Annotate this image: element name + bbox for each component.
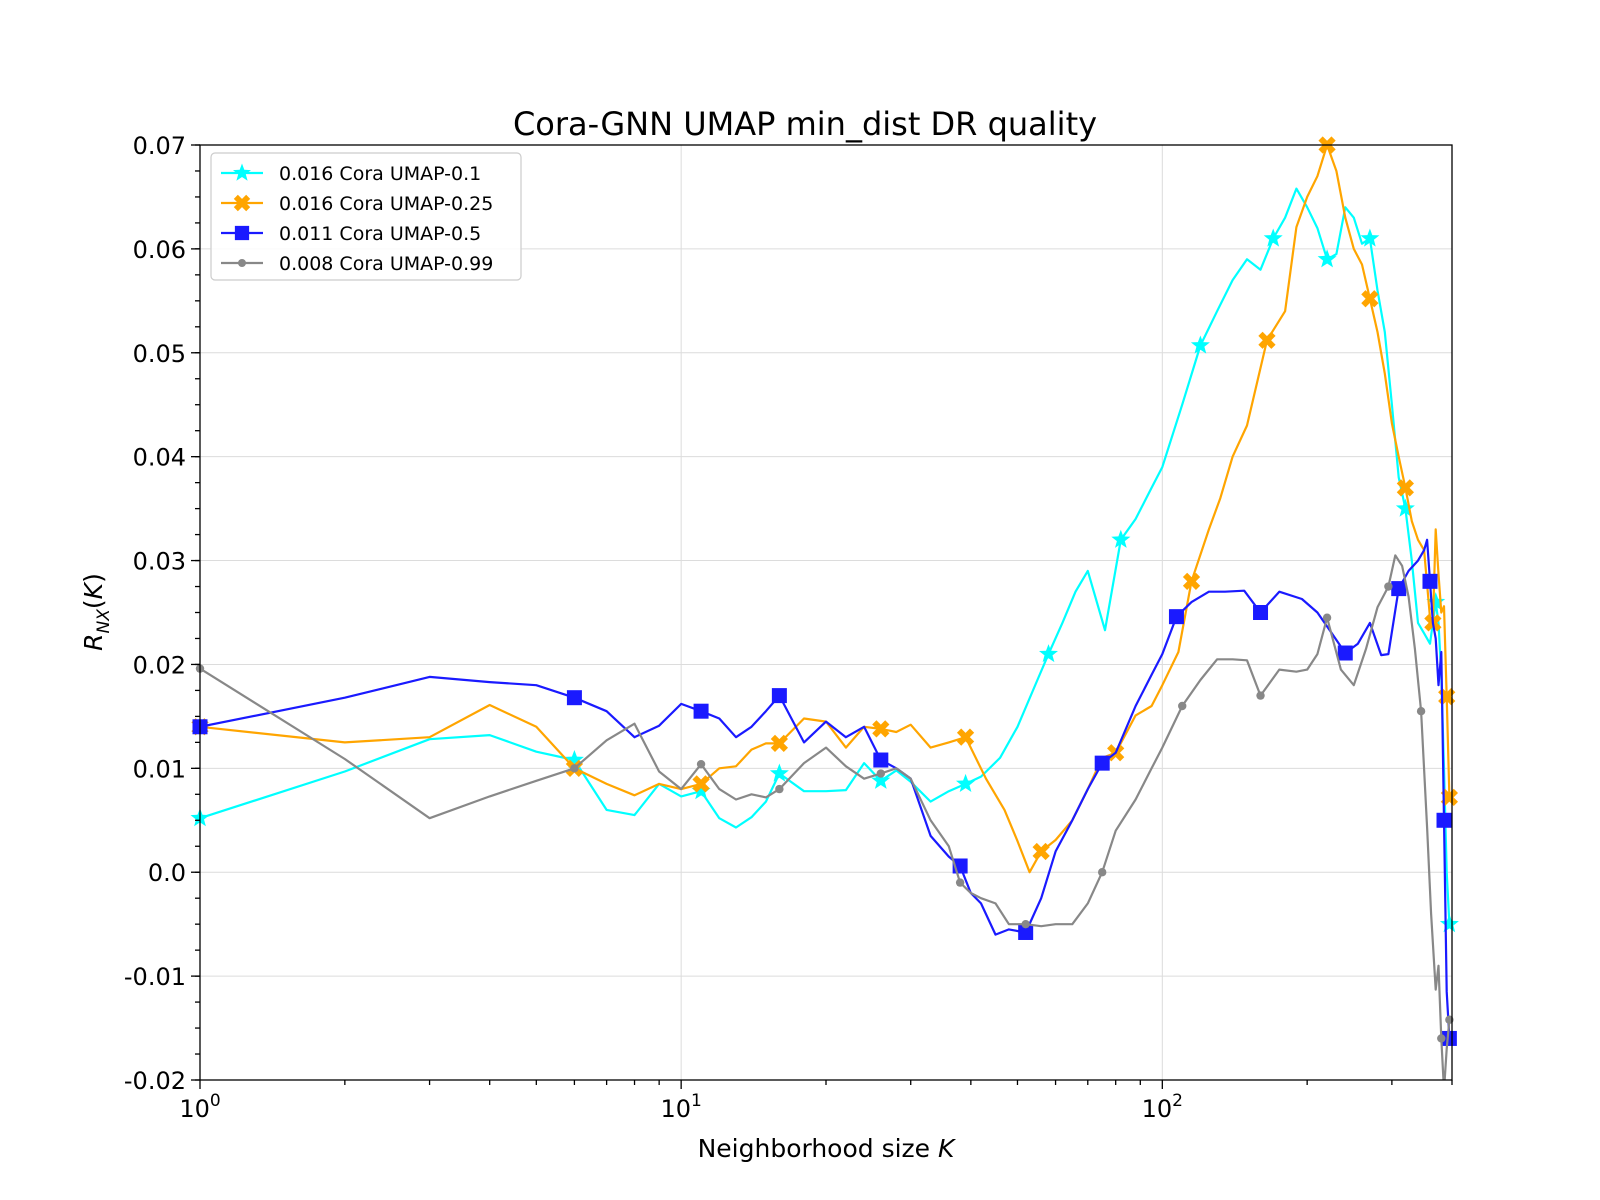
- square-marker: [1337, 645, 1353, 661]
- y-tick-label: 0.04: [133, 444, 186, 472]
- x-marker: [1361, 290, 1379, 308]
- star-marker: [691, 781, 711, 800]
- legend-item: 0.008 Cora UMAP-0.99: [221, 253, 493, 275]
- series-line: [200, 538, 1451, 1039]
- star-marker: [1190, 335, 1210, 354]
- series-markers: [190, 228, 1459, 933]
- series-2: [200, 538, 1451, 1039]
- x-axis-label: Neighborhood size K: [698, 1134, 957, 1163]
- dot-marker: [955, 878, 965, 887]
- dot-marker: [1256, 691, 1265, 700]
- x-marker: [1396, 479, 1414, 497]
- square-marker: [771, 688, 787, 704]
- star-marker: [1317, 249, 1337, 268]
- y-tick-label: -0.02: [124, 1067, 186, 1095]
- x-marker: [1182, 572, 1201, 590]
- dot-marker: [775, 784, 784, 794]
- dot-marker: [1021, 919, 1030, 929]
- dot-marker: [876, 769, 886, 778]
- square-marker: [1441, 1030, 1457, 1046]
- dot-marker: [1097, 868, 1107, 877]
- y-axis-label: RNX(K): [79, 573, 114, 651]
- x-marker: [1258, 331, 1276, 349]
- dot-marker: [1437, 1034, 1446, 1043]
- star-marker: [769, 763, 789, 782]
- legend-label: 0.008 Cora UMAP-0.99: [279, 253, 493, 275]
- square-marker: [1391, 581, 1407, 597]
- x-tick-label: 100: [179, 1091, 220, 1123]
- star-marker: [956, 773, 976, 792]
- series-line: [200, 554, 1451, 1080]
- star-marker: [1263, 228, 1283, 247]
- star-marker: [1111, 529, 1131, 548]
- series-markers: [192, 573, 1457, 1046]
- series-line: [200, 145, 1451, 874]
- ticks: -0.02 -0.01 0.0 0.01 0.02 0.03 0.04 0.05 0.06 0.0…: [124, 132, 1453, 1123]
- x-marker: [1032, 842, 1050, 861]
- square-marker: [1436, 812, 1452, 828]
- star-marker: [1360, 228, 1380, 247]
- y-tick-label: 0.0: [148, 859, 186, 887]
- series-0: [200, 187, 1451, 925]
- y-tick-label: 0.03: [133, 548, 186, 576]
- dot-marker: [1322, 613, 1332, 622]
- legend: 0.016 Cora UMAP-0.1 0.016 Cora UMAP-0.25 0…: [210, 152, 522, 281]
- legend-label: 0.016 Cora UMAP-0.25: [279, 193, 493, 215]
- y-tick-label: -0.01: [124, 963, 186, 991]
- square-marker: [873, 752, 889, 768]
- y-tick-label: 0.01: [133, 755, 186, 783]
- x-tick-label: 102: [1142, 1091, 1183, 1123]
- legend-label: 0.016 Cora UMAP-0.1: [279, 163, 481, 185]
- x-marker: [233, 194, 251, 212]
- legend-item: 0.011 Cora UMAP-0.5: [221, 223, 481, 245]
- dot-marker: [238, 259, 246, 267]
- series-line: [200, 187, 1451, 925]
- star-marker: [1039, 644, 1058, 663]
- square-marker: [1018, 924, 1034, 940]
- chart-title: Cora-GNN UMAP min_dist DR quality: [513, 105, 1097, 143]
- x-marker: [872, 720, 890, 738]
- dot-marker: [570, 764, 579, 773]
- square-marker: [1168, 609, 1184, 625]
- dot-marker: [1178, 701, 1187, 711]
- dot-marker: [1384, 582, 1393, 591]
- square-marker: [1422, 573, 1438, 589]
- star-marker: [871, 770, 891, 789]
- star-marker: [1439, 914, 1459, 933]
- x-marker: [1440, 788, 1458, 807]
- star-marker: [1395, 498, 1415, 517]
- series-markers: [195, 582, 1454, 1043]
- x-marker: [770, 734, 788, 753]
- star-marker: [233, 163, 251, 181]
- y-tick-label: 0.05: [133, 340, 186, 368]
- dot-marker: [696, 759, 706, 769]
- y-tick-label: 0.02: [133, 651, 186, 679]
- y-tick-label: 0.06: [133, 236, 186, 264]
- star-marker: [1426, 592, 1446, 611]
- x-marker: [956, 728, 975, 746]
- series-layer: [190, 136, 1459, 1080]
- legend-box: [210, 152, 522, 281]
- square-marker: [693, 703, 709, 719]
- square-marker: [566, 690, 582, 706]
- y-tick-label: 0.07: [133, 132, 186, 160]
- legend-label: 0.011 Cora UMAP-0.5: [279, 223, 481, 245]
- legend-item: 0.016 Cora UMAP-0.1: [221, 163, 481, 185]
- series-3: [200, 554, 1451, 1080]
- series-1: [200, 145, 1451, 874]
- x-tick-label: 101: [660, 1091, 701, 1123]
- square-marker: [1253, 605, 1269, 620]
- x-marker: [692, 775, 710, 793]
- legend-item: 0.016 Cora UMAP-0.25: [221, 193, 493, 215]
- dot-marker: [1416, 706, 1426, 716]
- square-marker: [1094, 755, 1110, 771]
- square-marker: [234, 225, 250, 241]
- star-marker: [564, 750, 584, 769]
